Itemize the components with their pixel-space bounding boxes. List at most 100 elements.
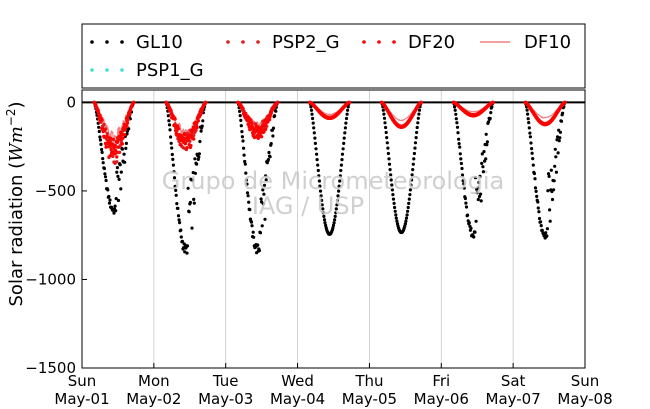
data-point <box>167 119 171 123</box>
data-point <box>275 100 280 105</box>
data-point <box>333 218 337 222</box>
data-point <box>113 204 117 208</box>
data-point <box>112 143 117 147</box>
data-point <box>561 111 565 115</box>
data-point <box>115 170 119 174</box>
data-point <box>416 121 420 125</box>
y-tick-label: −1000 <box>25 270 76 288</box>
legend-marker <box>226 40 230 44</box>
legend-marker <box>120 40 124 44</box>
data-point <box>548 208 552 212</box>
data-point <box>183 141 187 145</box>
data-point <box>558 130 563 134</box>
data-point <box>101 157 105 161</box>
data-point <box>461 179 465 183</box>
data-point <box>526 112 530 116</box>
data-point <box>527 126 531 130</box>
data-point <box>322 214 326 218</box>
data-point <box>172 176 177 180</box>
data-point <box>193 157 197 161</box>
x-tick-label-day: Wed <box>281 372 314 390</box>
data-point <box>485 140 489 144</box>
data-point <box>417 112 421 116</box>
x-tick-label-day: Tue <box>212 372 239 390</box>
data-point <box>544 231 548 235</box>
data-point <box>240 135 244 139</box>
data-point <box>239 124 243 128</box>
data-point <box>410 178 414 182</box>
data-point <box>411 162 415 166</box>
data-point <box>115 155 119 159</box>
data-point <box>243 112 247 116</box>
data-point <box>490 105 494 109</box>
data-point <box>174 193 178 197</box>
data-point <box>347 100 351 105</box>
legend-label: PSP1_G <box>136 60 204 81</box>
data-point <box>488 116 492 121</box>
data-point <box>408 193 412 197</box>
data-point <box>259 197 263 201</box>
data-point <box>319 194 323 198</box>
data-point <box>98 113 102 118</box>
series-df20 <box>92 100 567 159</box>
data-point <box>413 141 418 145</box>
data-point <box>323 221 327 225</box>
data-point <box>166 114 170 118</box>
data-point <box>406 205 410 210</box>
data-point <box>339 168 343 173</box>
data-point <box>169 141 173 145</box>
data-point <box>546 189 550 193</box>
x-axis: SunMay-01MonMay-02TueMay-03WedMay-04ThuM… <box>54 363 613 408</box>
data-point <box>170 152 174 157</box>
data-point <box>240 130 244 134</box>
data-point <box>479 199 483 203</box>
data-point <box>98 135 102 139</box>
data-point <box>474 219 478 223</box>
data-point <box>257 132 261 136</box>
data-point <box>245 182 249 186</box>
watermark-line-2: IAG / USP <box>252 192 364 220</box>
data-point <box>554 170 559 174</box>
data-point <box>267 117 272 122</box>
data-point <box>333 214 337 218</box>
legend-marker <box>120 68 124 72</box>
data-point <box>112 146 116 150</box>
data-point <box>484 132 488 136</box>
data-point <box>459 157 463 161</box>
data-point <box>185 244 190 248</box>
data-point <box>338 174 342 178</box>
data-point <box>104 145 108 149</box>
data-point <box>318 189 323 193</box>
data-point <box>105 131 109 136</box>
data-point <box>172 123 176 128</box>
data-point <box>101 127 105 131</box>
data-point <box>120 147 124 151</box>
data-point <box>192 137 196 141</box>
data-point <box>343 131 347 135</box>
data-point <box>196 119 200 123</box>
data-point <box>311 121 315 125</box>
data-point <box>125 121 130 125</box>
data-point <box>106 188 110 192</box>
data-point <box>176 214 181 218</box>
data-point <box>120 133 124 137</box>
data-point <box>108 154 112 158</box>
data-point <box>547 174 551 178</box>
data-point <box>100 147 104 152</box>
data-point <box>385 141 389 145</box>
data-point <box>320 198 324 202</box>
data-point <box>455 121 459 125</box>
data-point <box>172 170 176 174</box>
data-point <box>177 218 181 222</box>
data-point <box>393 209 397 213</box>
data-point <box>259 126 263 131</box>
data-point <box>341 147 345 151</box>
data-point <box>116 174 120 178</box>
data-point <box>242 146 246 150</box>
legend-entry: GL10 <box>90 32 183 53</box>
data-point <box>394 216 398 220</box>
data-point <box>489 111 493 115</box>
data-point <box>486 120 491 124</box>
data-point <box>467 221 471 225</box>
